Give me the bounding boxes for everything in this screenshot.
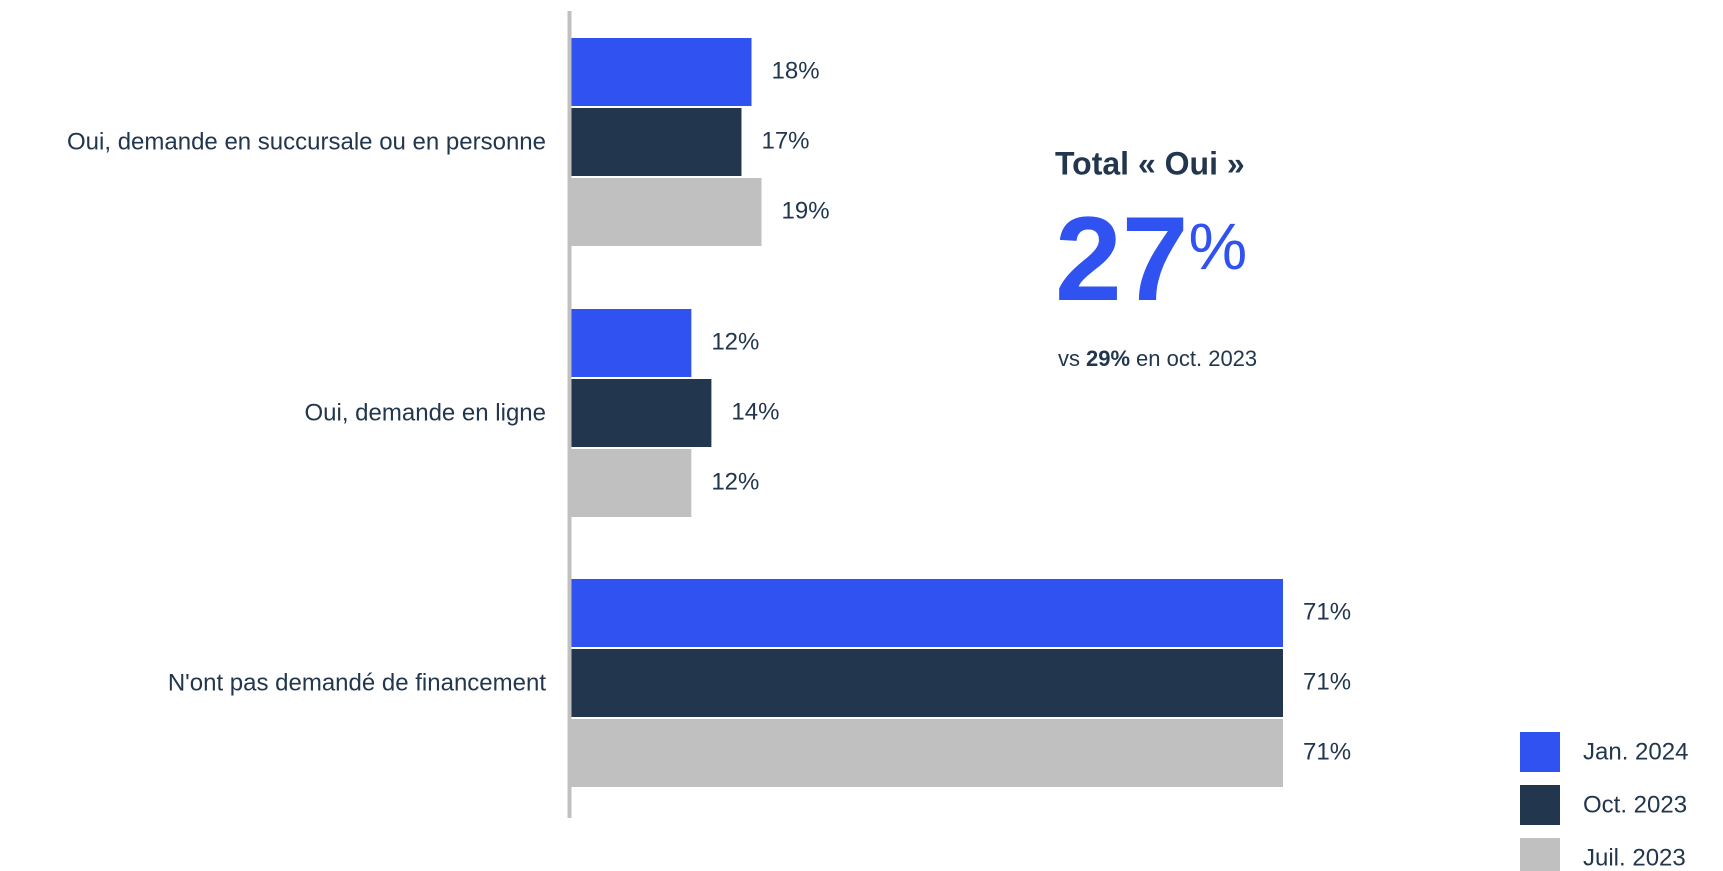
value-label: 17% (761, 127, 809, 154)
bar (571, 449, 692, 517)
annotation-value: 27% (1055, 192, 1247, 326)
value-label: 71% (1303, 598, 1351, 625)
legend-swatch (1520, 785, 1560, 825)
bar (571, 309, 692, 377)
value-label: 18% (772, 57, 820, 84)
annotation-unit: % (1188, 209, 1247, 283)
value-label: 14% (731, 398, 779, 425)
bar (571, 379, 712, 447)
bar (571, 108, 742, 176)
value-label: 12% (711, 468, 759, 495)
bar (571, 579, 1283, 647)
legend-label: Juil. 2023 (1583, 844, 1686, 871)
annotation-number: 27 (1055, 192, 1188, 326)
legend-label: Oct. 2023 (1583, 791, 1687, 818)
value-label: 71% (1303, 738, 1351, 765)
annotation-comparison: vs 29% en oct. 2023 (1058, 346, 1257, 371)
bar (571, 719, 1283, 787)
legend-swatch (1520, 838, 1560, 871)
annotation-title: Total « Oui » (1055, 145, 1245, 181)
category-label: N'ont pas demandé de financement (168, 669, 546, 696)
bar (571, 649, 1283, 717)
value-label: 12% (711, 328, 759, 355)
value-label: 19% (782, 197, 830, 224)
comparison-value: 29% (1086, 346, 1130, 371)
category-label: Oui, demande en succursale ou en personn… (67, 128, 546, 155)
bar (571, 38, 752, 106)
comparison-suffix: en oct. 2023 (1136, 346, 1257, 371)
category-label: Oui, demande en ligne (305, 399, 547, 426)
legend-label: Jan. 2024 (1583, 738, 1688, 765)
bar (571, 178, 762, 246)
value-label: 71% (1303, 668, 1351, 695)
legend-swatch (1520, 732, 1560, 772)
comparison-prefix: vs (1058, 346, 1080, 371)
